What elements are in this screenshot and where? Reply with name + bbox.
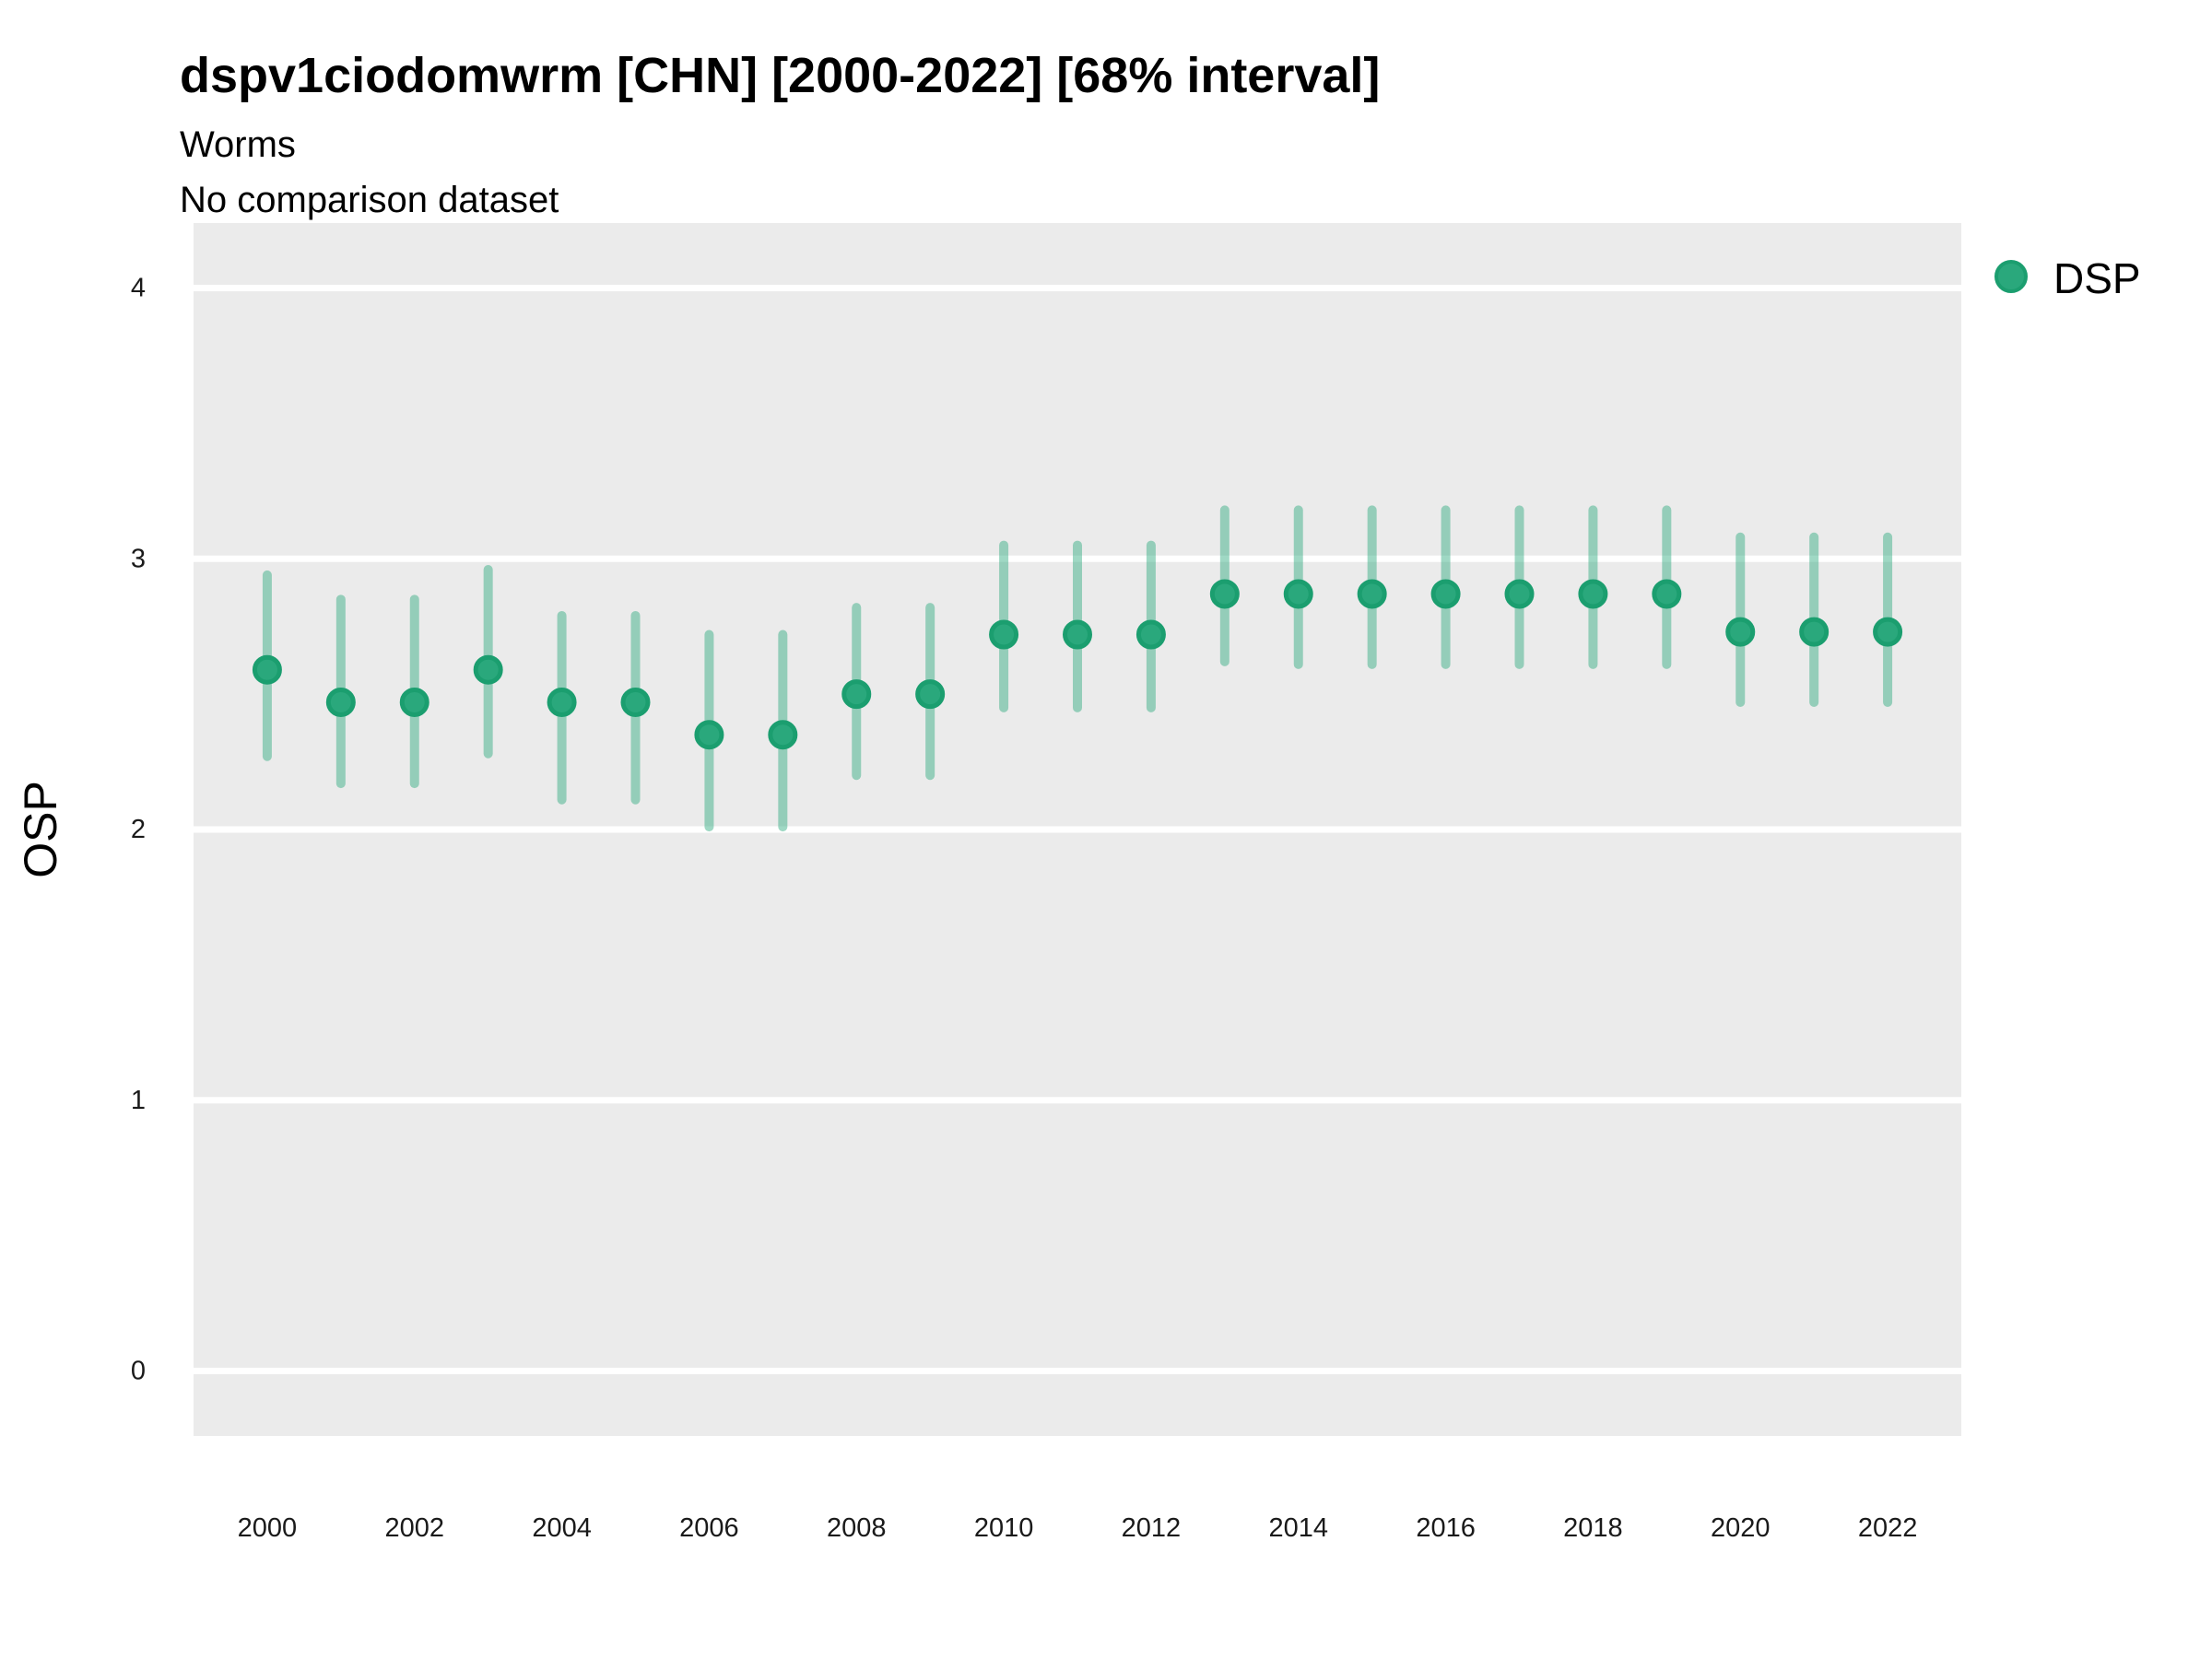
x-tick-label-2004: 2004 <box>532 1513 592 1543</box>
data-point-2001 <box>325 687 356 717</box>
data-point-2019 <box>1652 579 1682 609</box>
data-point-2017 <box>1504 579 1535 609</box>
x-tick-label-2018: 2018 <box>1563 1513 1623 1543</box>
x-tick-label-2008: 2008 <box>827 1513 887 1543</box>
comparison-note: No comparison dataset <box>180 180 559 220</box>
data-point-2020 <box>1725 617 1756 647</box>
data-point-2018 <box>1578 579 1608 609</box>
data-point-2007 <box>768 720 798 750</box>
data-point-2013 <box>1209 579 1240 609</box>
data-point-2009 <box>915 679 946 710</box>
x-tick-label-2022: 2022 <box>1858 1513 1918 1543</box>
data-point-2022 <box>1873 617 1903 647</box>
data-point-2021 <box>1799 617 1830 647</box>
plot-panel <box>194 223 1961 1436</box>
y-tick-label-3: 3 <box>131 544 146 573</box>
x-tick-label-2012: 2012 <box>1122 1513 1182 1543</box>
x-tick-label-2010: 2010 <box>974 1513 1034 1543</box>
data-point-2004 <box>547 687 577 717</box>
points-dsp <box>252 579 1903 750</box>
data-point-2010 <box>989 619 1019 650</box>
x-tick-label-2006: 2006 <box>679 1513 739 1543</box>
data-point-2000 <box>252 654 282 685</box>
data-point-2011 <box>1063 619 1092 650</box>
data-point-2015 <box>1357 579 1387 609</box>
legend-label-dsp: DSP <box>2053 254 2141 302</box>
y-tick-label-4: 4 <box>131 274 146 303</box>
axes-labels: 0 1 2 3 4 2000 2002 2004 2006 2008 2010 2012 2014 201… <box>131 274 1917 1544</box>
y-axis-title: OSP <box>15 781 66 878</box>
data-point-2005 <box>620 687 651 717</box>
data-point-2012 <box>1135 619 1166 650</box>
y-tick-label-1: 1 <box>131 1086 146 1115</box>
data-point-2006 <box>694 720 724 750</box>
y-tick-label-2: 2 <box>131 815 146 844</box>
x-tick-label-2014: 2014 <box>1268 1513 1328 1543</box>
chart-subtitle: Worms <box>180 124 296 165</box>
data-point-2014 <box>1283 579 1313 609</box>
chart-title: dspv1ciodomwrm [CHN] [2000-2022] [68% in… <box>180 48 1380 103</box>
x-tick-label-2002: 2002 <box>384 1513 444 1543</box>
x-tick-label-2000: 2000 <box>238 1513 298 1543</box>
data-point-2016 <box>1430 579 1461 609</box>
x-tick-label-2016: 2016 <box>1416 1513 1476 1543</box>
legend: DSP <box>1994 254 2141 302</box>
data-point-2008 <box>841 679 872 710</box>
data-point-2003 <box>473 654 503 685</box>
data-point-2002 <box>399 687 429 717</box>
y-tick-label-0: 0 <box>131 1357 146 1386</box>
x-tick-label-2020: 2020 <box>1711 1513 1771 1543</box>
legend-marker-dsp <box>1994 260 2028 293</box>
